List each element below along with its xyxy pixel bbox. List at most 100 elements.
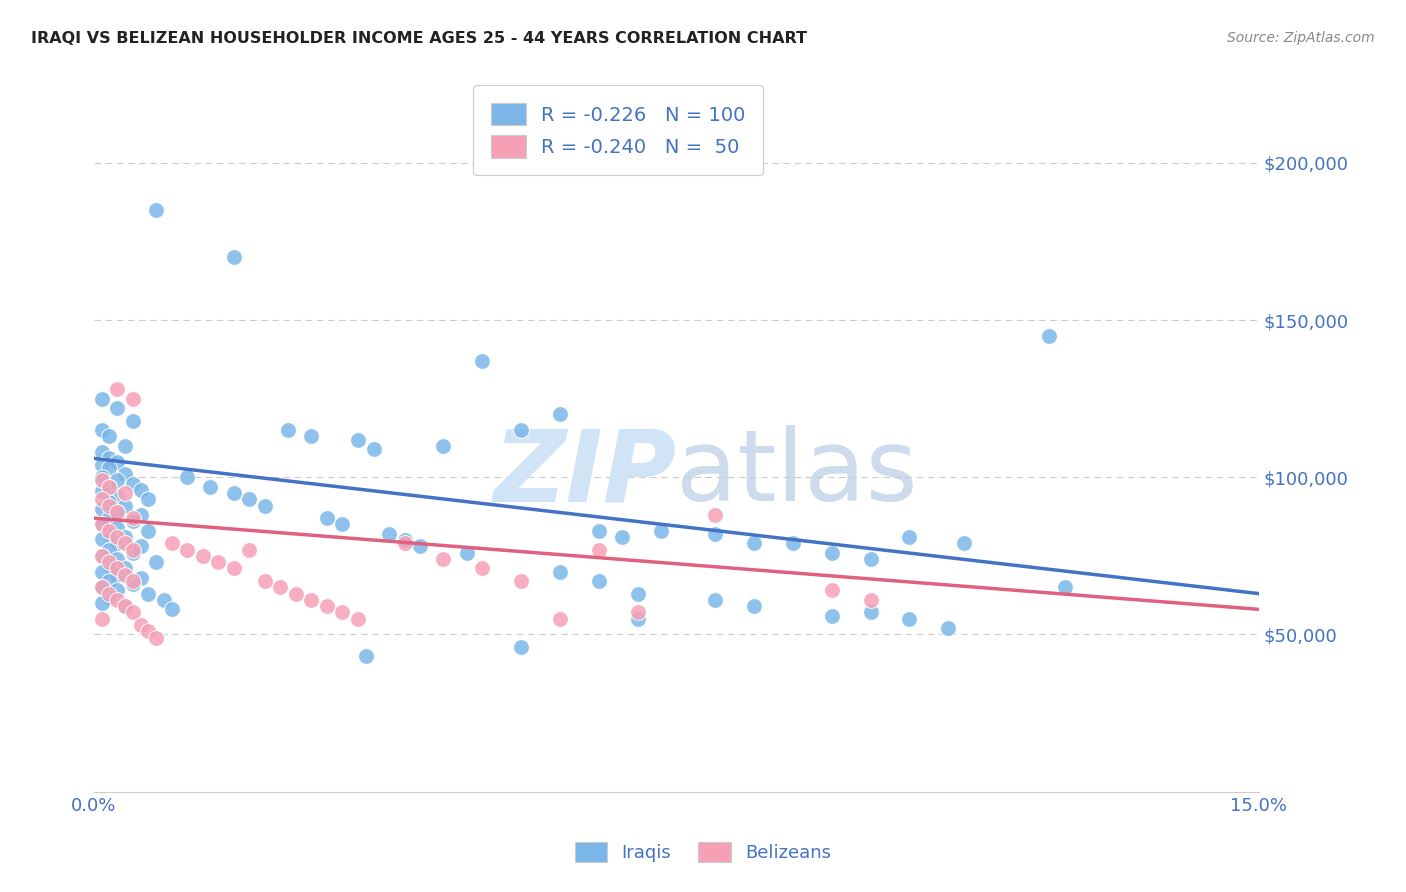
Point — [129, 540, 152, 554]
Point — [98, 495, 121, 509]
Point — [136, 586, 159, 600]
Point — [90, 549, 112, 563]
Point — [510, 423, 533, 437]
Point — [821, 608, 844, 623]
Point — [160, 536, 183, 550]
Point — [269, 580, 291, 594]
Point — [98, 590, 121, 604]
Point — [145, 555, 167, 569]
Point — [354, 649, 377, 664]
Point — [222, 250, 245, 264]
Point — [191, 549, 214, 563]
Point — [90, 484, 112, 499]
Point — [471, 354, 494, 368]
Point — [548, 408, 571, 422]
Point — [105, 454, 128, 468]
Point — [1053, 580, 1076, 594]
Point — [129, 483, 152, 497]
Point — [626, 606, 648, 620]
Point — [105, 583, 128, 598]
Point — [98, 480, 121, 494]
Point — [98, 574, 121, 588]
Legend: Iraqis, Belizeans: Iraqis, Belizeans — [568, 835, 838, 870]
Point — [90, 501, 112, 516]
Point — [105, 530, 128, 544]
Point — [347, 433, 370, 447]
Point — [98, 499, 121, 513]
Point — [588, 574, 610, 588]
Point — [129, 508, 152, 522]
Point — [90, 580, 112, 594]
Point — [898, 530, 921, 544]
Point — [90, 517, 112, 532]
Point — [510, 640, 533, 654]
Point — [742, 536, 765, 550]
Point — [90, 458, 112, 472]
Point — [98, 524, 121, 538]
Point — [98, 542, 121, 557]
Point — [90, 565, 112, 579]
Point — [1038, 328, 1060, 343]
Point — [626, 612, 648, 626]
Point — [299, 429, 322, 443]
Point — [98, 555, 121, 569]
Point — [136, 624, 159, 639]
Text: IRAQI VS BELIZEAN HOUSEHOLDER INCOME AGES 25 - 44 YEARS CORRELATION CHART: IRAQI VS BELIZEAN HOUSEHOLDER INCOME AGE… — [31, 31, 807, 46]
Point — [952, 536, 974, 550]
Point — [98, 429, 121, 443]
Point — [114, 439, 136, 453]
Point — [176, 470, 198, 484]
Point — [90, 445, 112, 459]
Point — [153, 593, 176, 607]
Point — [222, 561, 245, 575]
Point — [105, 474, 128, 488]
Point — [316, 599, 339, 614]
Point — [105, 536, 128, 550]
Point — [90, 532, 112, 546]
Point — [90, 580, 112, 594]
Point — [207, 555, 229, 569]
Point — [121, 606, 143, 620]
Point — [284, 586, 307, 600]
Legend: R = -0.226   N = 100, R = -0.240   N =  50: R = -0.226 N = 100, R = -0.240 N = 50 — [474, 86, 763, 175]
Point — [114, 467, 136, 482]
Point — [548, 565, 571, 579]
Point — [332, 606, 354, 620]
Point — [821, 546, 844, 560]
Point — [98, 527, 121, 541]
Text: atlas: atlas — [676, 425, 918, 522]
Point — [98, 586, 121, 600]
Point — [432, 552, 454, 566]
Point — [742, 599, 765, 614]
Point — [90, 423, 112, 437]
Point — [98, 451, 121, 466]
Point — [610, 530, 633, 544]
Point — [145, 202, 167, 217]
Point — [471, 561, 494, 575]
Point — [704, 527, 727, 541]
Point — [90, 470, 112, 484]
Point — [90, 492, 112, 507]
Point — [105, 401, 128, 416]
Point — [114, 567, 136, 582]
Point — [548, 612, 571, 626]
Point — [859, 552, 882, 566]
Point — [90, 612, 112, 626]
Point — [98, 460, 121, 475]
Point — [409, 540, 432, 554]
Point — [363, 442, 385, 456]
Point — [432, 439, 454, 453]
Point — [704, 593, 727, 607]
Point — [222, 486, 245, 500]
Point — [114, 486, 136, 500]
Point — [105, 593, 128, 607]
Point — [347, 612, 370, 626]
Point — [277, 423, 299, 437]
Point — [90, 392, 112, 406]
Point — [121, 514, 143, 528]
Point — [114, 536, 136, 550]
Point — [114, 599, 136, 614]
Point — [98, 480, 121, 494]
Point — [105, 567, 128, 582]
Point — [114, 499, 136, 513]
